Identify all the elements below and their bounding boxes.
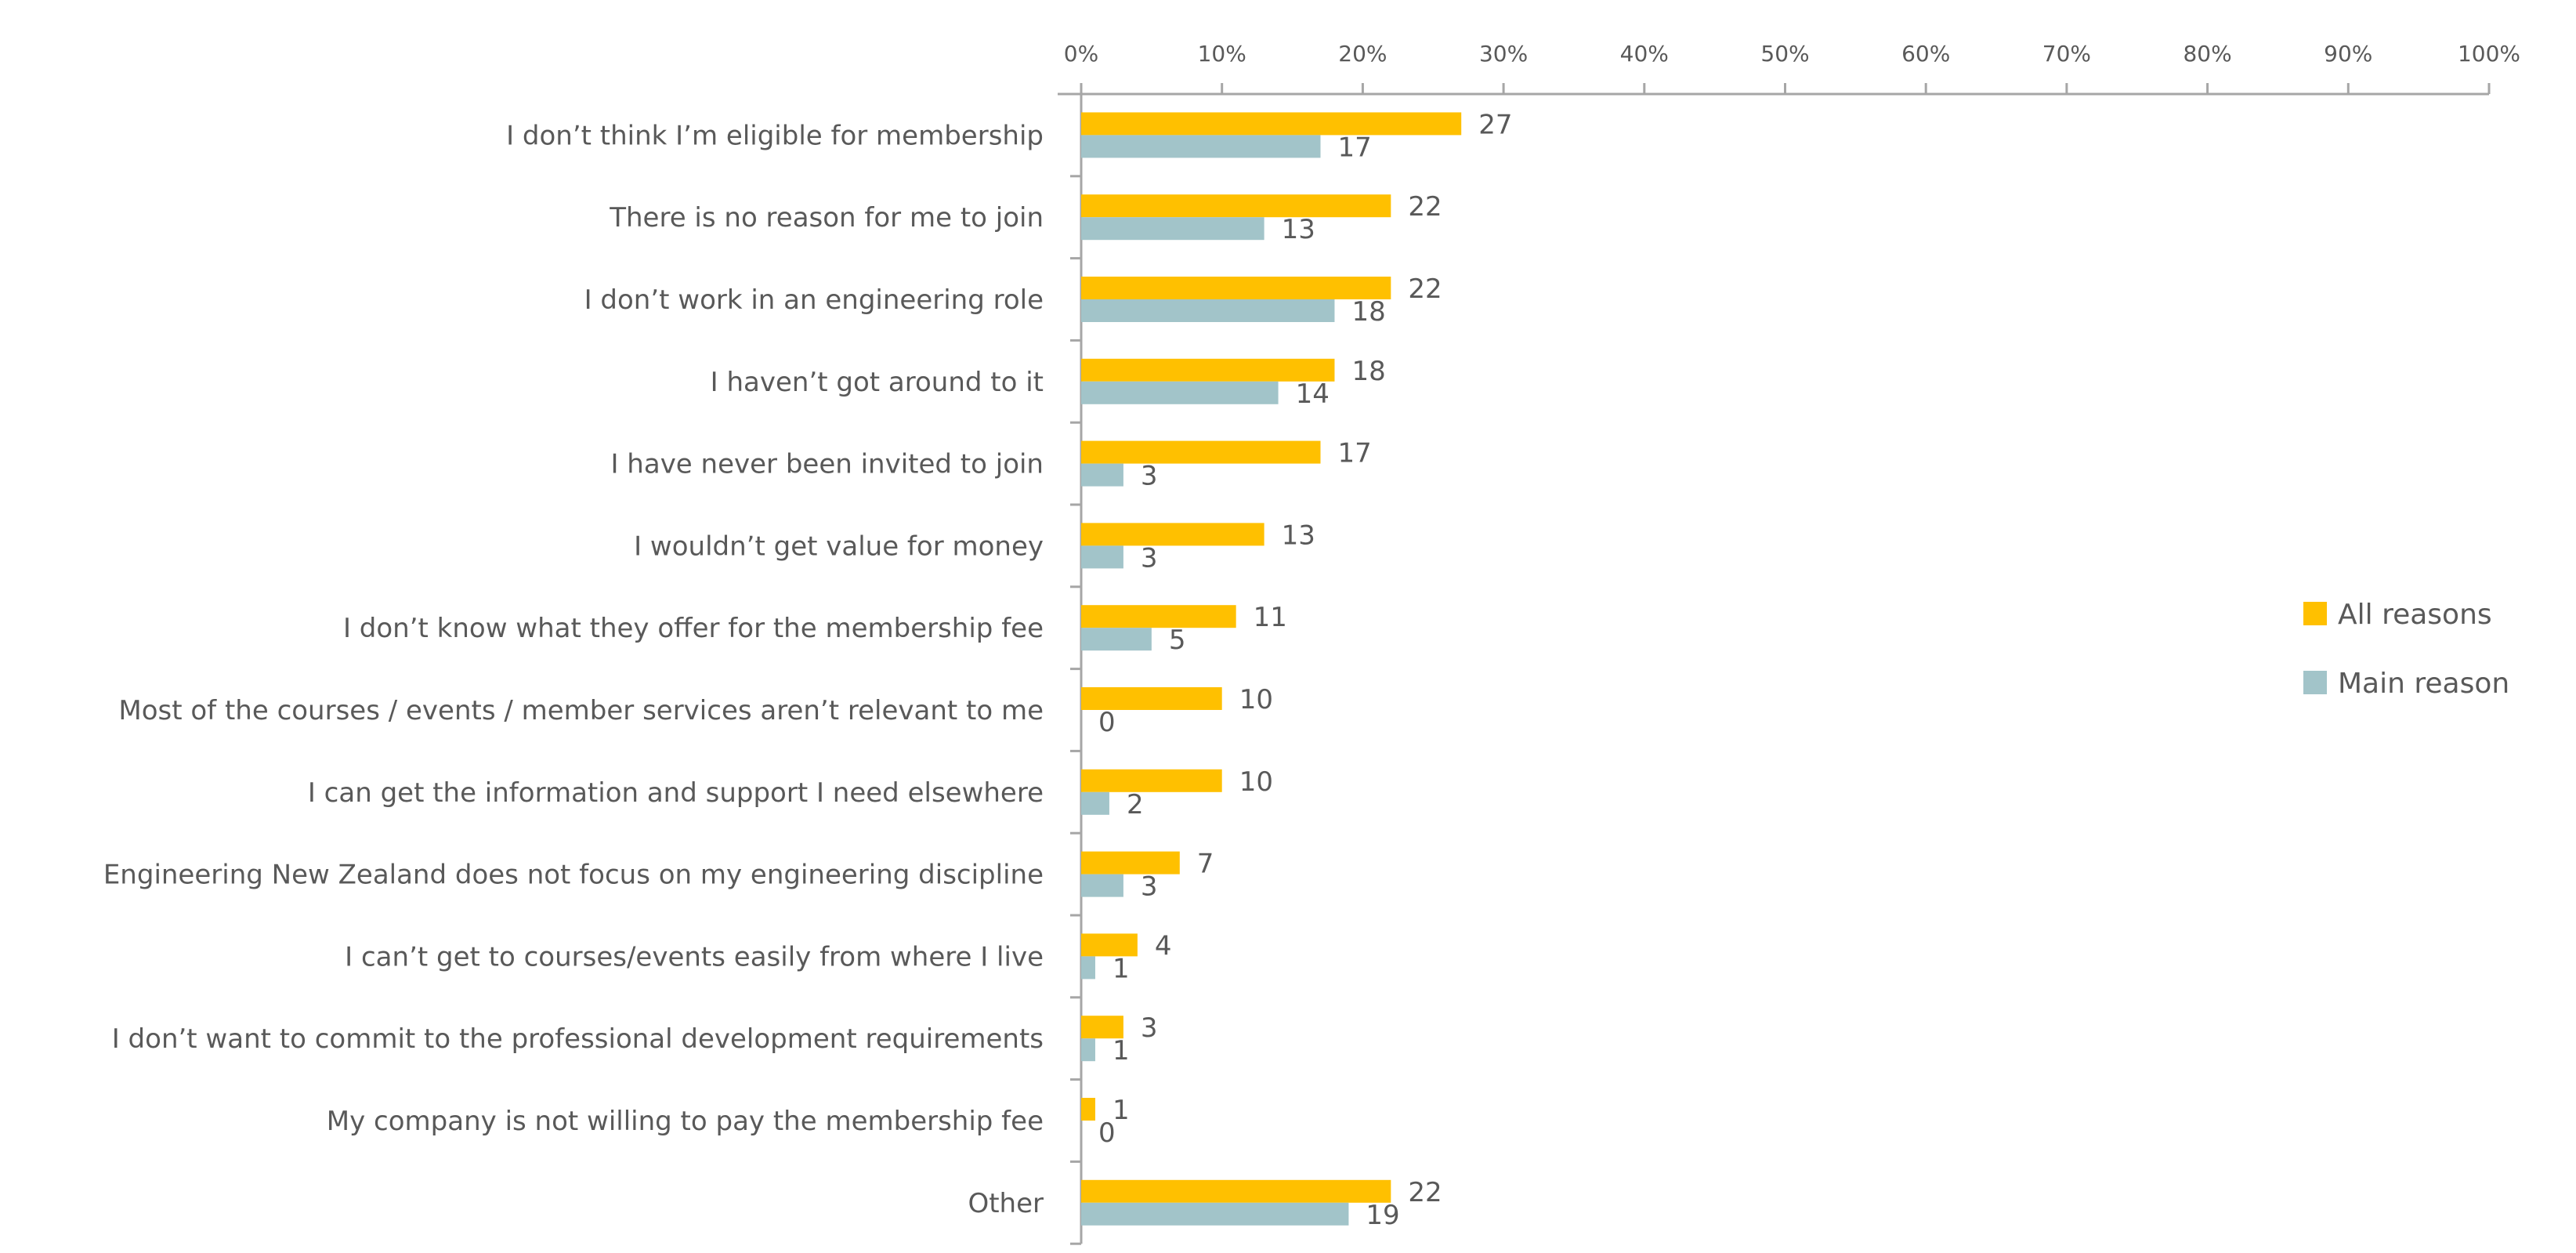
bar-all-reasons	[1081, 933, 1138, 957]
data-label: 17	[1337, 132, 1371, 163]
data-label: 11	[1254, 602, 1287, 633]
data-label: 17	[1337, 438, 1371, 469]
category-label: I don’t want to commit to the profession…	[112, 1023, 1044, 1055]
legend-swatch	[2303, 602, 2327, 625]
category-label: I wouldn’t get value for money	[634, 531, 1044, 562]
x-tick-label: 100%	[2458, 41, 2520, 67]
category-label: My company is not willing to pay the mem…	[327, 1106, 1044, 1137]
bar-all-reasons	[1081, 112, 1462, 136]
x-tick-label: 40%	[1620, 41, 1669, 67]
bar-main-reason	[1081, 135, 1321, 158]
bar-all-reasons	[1081, 1098, 1095, 1121]
data-label: 18	[1351, 356, 1385, 387]
data-label: 27	[1478, 109, 1512, 140]
x-tick-label: 50%	[1760, 41, 1809, 67]
data-label: 0	[1098, 1117, 1116, 1149]
data-label: 7	[1197, 849, 1214, 880]
category-label: Other	[968, 1188, 1044, 1219]
data-label: 1	[1113, 1095, 1130, 1126]
data-label: 3	[1141, 461, 1158, 492]
x-tick-label: 20%	[1338, 41, 1387, 67]
bar-all-reasons	[1081, 1016, 1123, 1039]
data-label: 22	[1408, 273, 1442, 305]
x-tick-label: 60%	[1901, 41, 1950, 67]
legend-label: Main reason	[2338, 668, 2509, 700]
x-tick-label: 30%	[1479, 41, 1528, 67]
bar-all-reasons	[1081, 277, 1391, 299]
data-label: 13	[1282, 214, 1315, 245]
category-label: Most of the courses / events / member se…	[118, 695, 1044, 726]
bar-main-reason	[1081, 1202, 1349, 1226]
bar-main-reason	[1081, 545, 1123, 569]
category-label: I don’t know what they offer for the mem…	[343, 613, 1044, 644]
category-label: I haven’t got around to it	[711, 367, 1044, 398]
data-label: 5	[1169, 625, 1186, 656]
bar-main-reason	[1081, 874, 1123, 897]
bar-main-reason	[1081, 791, 1109, 815]
bar-all-reasons	[1081, 851, 1180, 875]
x-tick-label: 70%	[2042, 41, 2091, 67]
data-label: 1	[1113, 953, 1130, 984]
data-label: 19	[1366, 1200, 1399, 1231]
x-tick-label: 10%	[1198, 41, 1246, 67]
data-label: 10	[1239, 684, 1273, 715]
category-label: There is no reason for me to join	[609, 202, 1044, 234]
data-label: 1	[1113, 1035, 1130, 1066]
bar-all-reasons	[1081, 523, 1264, 546]
bar-all-reasons	[1081, 605, 1236, 628]
bar-main-reason	[1081, 217, 1264, 241]
data-label: 3	[1141, 871, 1158, 903]
bar-main-reason	[1081, 299, 1335, 322]
data-label: 2	[1127, 789, 1144, 820]
data-label: 14	[1296, 378, 1330, 410]
data-label: 3	[1141, 542, 1158, 574]
category-label: I can get the information and support I …	[308, 777, 1044, 809]
legend-swatch	[2303, 671, 2327, 694]
data-label: 10	[1239, 766, 1273, 798]
x-tick-label: 90%	[2324, 41, 2372, 67]
x-tick-label: 80%	[2183, 41, 2231, 67]
data-label: 3	[1141, 1012, 1158, 1044]
bar-main-reason	[1081, 463, 1123, 487]
bar-all-reasons	[1081, 687, 1222, 710]
x-tick-label: 0%	[1064, 41, 1098, 67]
bar-all-reasons	[1081, 358, 1335, 382]
data-label: 22	[1408, 191, 1442, 223]
data-label: 22	[1408, 1177, 1442, 1208]
bar-all-reasons	[1081, 194, 1391, 218]
category-label: I don’t work in an engineering role	[584, 284, 1044, 316]
legend-label: All reasons	[2338, 599, 2492, 631]
data-label: 4	[1155, 930, 1172, 961]
bar-all-reasons	[1081, 440, 1321, 464]
category-label: I have never been invited to join	[610, 449, 1044, 480]
category-label: I can’t get to courses/events easily fro…	[345, 941, 1044, 972]
bar-main-reason	[1081, 628, 1152, 651]
bar-main-reason	[1081, 381, 1279, 404]
category-label: Engineering New Zealand does not focus o…	[103, 860, 1044, 891]
data-label: 13	[1282, 520, 1315, 551]
data-label: 18	[1351, 296, 1385, 328]
bar-all-reasons	[1081, 1179, 1391, 1203]
data-label: 0	[1098, 707, 1116, 738]
bar-all-reasons	[1081, 769, 1222, 792]
bar-main-reason	[1081, 956, 1095, 980]
bar-main-reason	[1081, 1038, 1095, 1062]
category-label: I don’t think I’m eligible for membershi…	[506, 120, 1044, 151]
